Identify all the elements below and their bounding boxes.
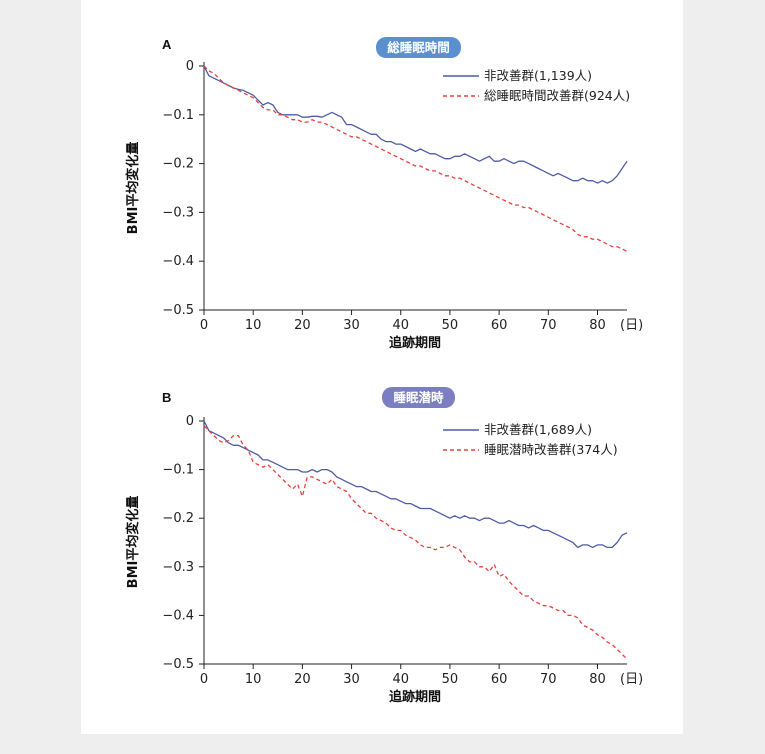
pa-y-tick-label: −0.4 bbox=[162, 254, 194, 269]
panel-a-plot bbox=[203, 65, 628, 252]
legend-b-dashed-label: 睡眠潜時改善群(374人) bbox=[484, 442, 618, 457]
pb-x-tick-label: 70 bbox=[540, 672, 557, 687]
pa-x-tick-label: 70 bbox=[540, 318, 557, 333]
panel-b-plot bbox=[203, 420, 628, 660]
panel-a-ylabel: BMI平均変化量 bbox=[125, 142, 141, 235]
pa-y-tick-label: 0 bbox=[186, 59, 194, 74]
pb-y-tick-label: −0.1 bbox=[162, 463, 194, 478]
pb-x-tick-label: 40 bbox=[392, 672, 409, 687]
panel-a-x-unit: (日) bbox=[620, 318, 643, 333]
panel-b-x-unit: (日) bbox=[620, 672, 643, 687]
panel-b-legend: 非改善群(1,689人) 睡眠潜時改善群(374人) bbox=[443, 422, 618, 457]
pa-y-tick-label: −0.1 bbox=[162, 108, 194, 123]
panel-b: B 睡眠潜時 0 −0.1 −0.2 −0.3 −0.4 −0.5 0 10 20 30 40 50 6… bbox=[125, 387, 643, 705]
panel-b-ylabel: BMI平均変化量 bbox=[125, 496, 141, 589]
pa-x-tick-label: 10 bbox=[245, 318, 262, 333]
panel-b-badge bbox=[382, 387, 455, 408]
panel-a-badge-label: 総睡眠時間 bbox=[387, 40, 450, 55]
pb-y-tick-label: −0.2 bbox=[162, 511, 194, 526]
pb-y-tick-label: −0.5 bbox=[162, 657, 194, 672]
legend-a-solid-label: 非改善群(1,139人) bbox=[484, 68, 592, 83]
panel-a-xlabel: 追跡期間 bbox=[389, 335, 441, 351]
pb-x-tick-label: 10 bbox=[245, 672, 262, 687]
pa-x-tick-label: 0 bbox=[200, 318, 208, 333]
pb-x-tick-label: 80 bbox=[589, 672, 606, 687]
pa-x-tick-label: 30 bbox=[343, 318, 360, 333]
panel-b-letter: B bbox=[162, 390, 171, 405]
pb-x-tick-label: 0 bbox=[200, 672, 208, 687]
pb-y-tick-label: −0.3 bbox=[162, 560, 194, 575]
pb-series-improved-line bbox=[203, 425, 628, 660]
pa-x-tick-label: 50 bbox=[442, 318, 459, 333]
pb-x-tick-label: 30 bbox=[343, 672, 360, 687]
panel-b-badge-label: 睡眠潜時 bbox=[393, 390, 444, 405]
pb-series-non-improved-line bbox=[203, 420, 628, 549]
panel-a: A 総睡眠時間 0 −0.1 −0.2 −0.3 −0.4 −0.5 0 10 20 30 40 50… bbox=[125, 37, 643, 351]
pa-y-tick-label: −0.2 bbox=[162, 157, 194, 172]
panel-a-badge bbox=[376, 37, 461, 58]
pb-x-tick-label: 50 bbox=[442, 672, 459, 687]
legend-a-dashed-label: 総睡眠時間改善群(924人) bbox=[484, 88, 630, 103]
legend-b-solid-label: 非改善群(1,689人) bbox=[484, 422, 592, 437]
panel-a-legend: 非改善群(1,139人) 総睡眠時間改善群(924人) bbox=[443, 68, 630, 103]
pa-x-tick-label: 80 bbox=[589, 318, 606, 333]
figure-card bbox=[81, 0, 683, 734]
pb-x-tick-label: 60 bbox=[491, 672, 508, 687]
pa-y-tick-label: −0.5 bbox=[162, 303, 194, 318]
pa-series-non-improved-line bbox=[203, 65, 628, 184]
pb-x-tick-label: 20 bbox=[294, 672, 311, 687]
pa-x-tick-label: 40 bbox=[392, 318, 409, 333]
panel-b-xlabel: 追跡期間 bbox=[389, 689, 441, 705]
panel-a-axes: 0 −0.1 −0.2 −0.3 −0.4 −0.5 0 10 20 30 40 50 60 70 80 bbox=[162, 59, 627, 333]
pa-y-tick-label: −0.3 bbox=[162, 205, 194, 220]
pa-x-tick-label: 20 bbox=[294, 318, 311, 333]
pa-x-tick-label: 60 bbox=[491, 318, 508, 333]
pb-y-tick-label: 0 bbox=[186, 414, 194, 429]
pb-y-tick-label: −0.4 bbox=[162, 608, 194, 623]
panel-a-letter: A bbox=[162, 37, 172, 52]
pa-series-improved-line bbox=[203, 65, 628, 252]
panel-b-axes: 0 −0.1 −0.2 −0.3 −0.4 −0.5 0 10 20 30 40 50 60 70 80 bbox=[162, 414, 627, 687]
